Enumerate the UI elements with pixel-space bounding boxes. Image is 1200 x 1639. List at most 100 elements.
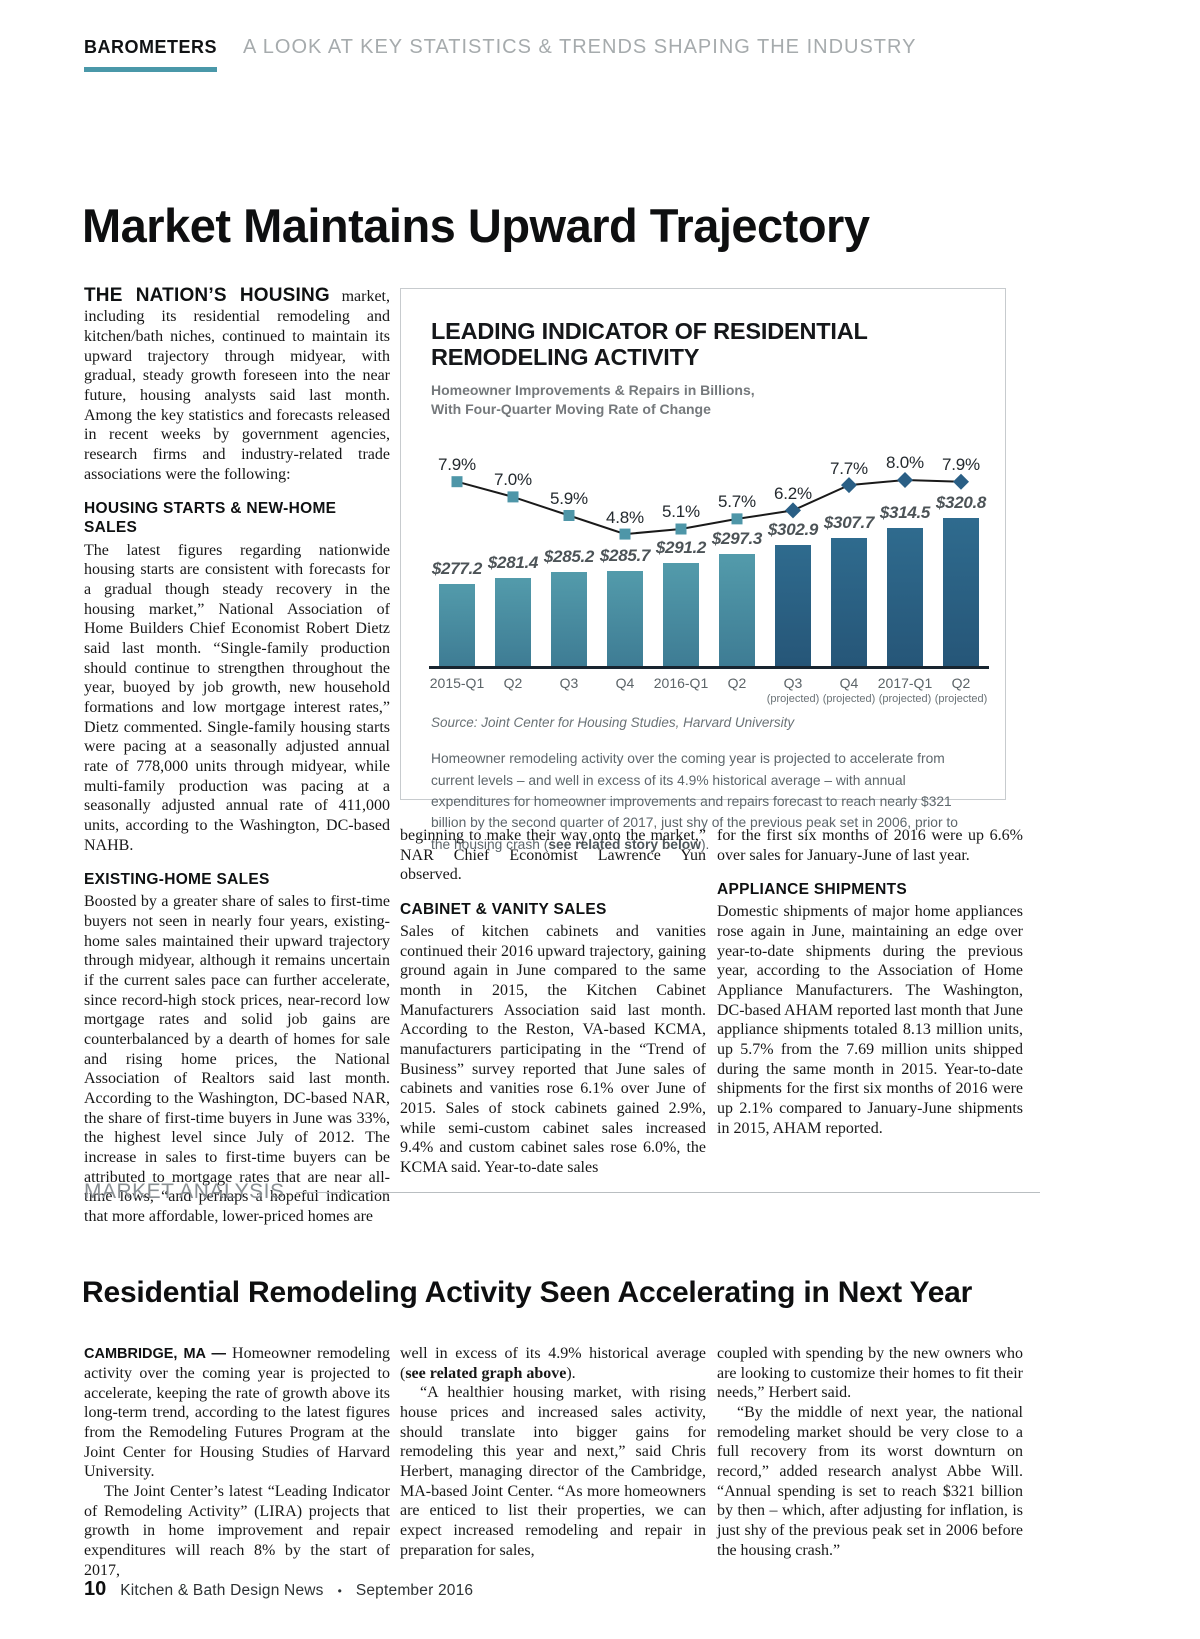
bar-value-label: $314.5	[879, 502, 931, 522]
chart-panel: LEADING INDICATOR OF RESIDENTIAL REMODEL…	[400, 288, 1006, 852]
publication-name: Kitchen & Bath Design News	[120, 1582, 324, 1599]
column-left: THE NATION’S HOUSING market, including i…	[84, 284, 390, 1227]
square-marker	[563, 510, 575, 522]
column-right: for the first six months of 2016 were up…	[717, 826, 1023, 1138]
bar-value-label: $302.9	[767, 520, 819, 540]
bar-2016-Q1	[663, 563, 699, 667]
chart-subtitle-line1: Homeowner Improvements & Repairs in Bill…	[431, 381, 755, 398]
bar-value-label: $307.7	[823, 513, 875, 533]
intro-text: market, including its residential remode…	[84, 288, 390, 483]
rate-label: 7.9%	[438, 455, 476, 475]
analysis-p4: “A healthier housing market, with rising…	[400, 1384, 706, 1559]
bar-value-label: $320.8	[935, 493, 987, 513]
square-marker	[507, 491, 519, 503]
bar-Q4	[607, 571, 643, 667]
rate-line	[456, 479, 962, 536]
analysis-p3: well in excess of its 4.9% historical av…	[400, 1344, 706, 1383]
analysis-p2: The Joint Center’s latest “Leading Indic…	[84, 1482, 390, 1579]
issue-date: September 2016	[355, 1582, 474, 1599]
square-marker	[731, 513, 743, 525]
column-middle: beginning to make their way onto the mar…	[400, 826, 706, 1178]
bar-value-label: $281.4	[487, 552, 539, 572]
chart-subtitle: Homeowner Improvements & Repairs in Bill…	[431, 381, 1005, 419]
x-axis-label-Q3: Q3 (projected)	[766, 675, 820, 705]
chart-title: LEADING INDICATOR OF RESIDENTIAL REMODEL…	[431, 318, 868, 370]
square-marker	[451, 476, 463, 488]
x-axis-label-Q2: Q2	[727, 675, 747, 692]
ytd-continuation-paragraph: for the first six months of 2016 were up…	[717, 827, 1023, 864]
chart-source: Source: Joint Center for Housing Studies…	[431, 715, 795, 731]
rate-line-svg	[451, 472, 969, 541]
bar-Q2	[943, 518, 979, 667]
x-axis-label-Q4: Q4	[615, 675, 635, 692]
page-footer: 10 Kitchen & Bath Design News • Septembe…	[84, 1578, 473, 1601]
appliance-paragraph: Domestic shipments of major home applian…	[717, 903, 1023, 1137]
market-analysis-header: MARKET ANALYSIS	[84, 1180, 1040, 1204]
square-marker	[619, 529, 631, 541]
chart-caption-bold: see related story below	[548, 836, 701, 852]
chart-subtitle-line2: With Four-Quarter Moving Rate of Change	[431, 400, 711, 417]
section-kicker: BAROMETERS	[84, 37, 218, 72]
page-header: BAROMETERS A LOOK AT KEY STATISTICS & TR…	[84, 36, 916, 72]
analysis-p1: CAMBRIDGE, MA — Homeowner remodeling act…	[84, 1344, 390, 1482]
footer-bullet: •	[337, 1584, 342, 1598]
horizontal-rule	[296, 1191, 1040, 1193]
bar-value-label: $277.2	[431, 559, 483, 579]
x-axis-label-2015-Q1: 2015-Q1	[429, 675, 485, 692]
section-tagline: A LOOK AT KEY STATISTICS & TRENDS SHAPIN…	[243, 36, 917, 58]
x-axis-labels: 2015-Q1 Q2 Q3 Q4 2016-Q1 Q2 Q3 (projected) Q4 (pr…	[429, 675, 989, 705]
bar-Q3	[551, 572, 587, 667]
analysis-headline: Residential Remodeling Activity Seen Acc…	[82, 1276, 973, 1309]
dateline: CAMBRIDGE, MA —	[84, 1346, 227, 1362]
analysis-p6: “By the middle of next year, the nationa…	[717, 1404, 1023, 1559]
x-axis-label-Q2: Q2 (projected)	[934, 675, 988, 705]
rate-label: 6.2%	[774, 483, 812, 503]
bar-value-label: $291.2	[655, 538, 707, 558]
cabinet-paragraph: Sales of kitchen cabinets and vanities c…	[400, 923, 706, 1177]
intro-leadin: THE NATION’S HOUSING	[84, 285, 330, 306]
bar-2017-Q1	[887, 527, 923, 667]
diamond-marker	[897, 472, 913, 489]
x-axis-label-Q2: Q2	[503, 675, 523, 692]
page-number: 10	[84, 1578, 107, 1600]
chart-caption-text: Homeowner remodeling activity over the c…	[431, 751, 958, 852]
bar-Q4	[831, 538, 867, 667]
housing-starts-heading: HOUSING STARTS & NEW-HOME SALES	[84, 500, 337, 537]
bar-Q2	[495, 577, 531, 667]
rate-label: 7.7%	[830, 458, 868, 478]
bar-value-label: $297.3	[711, 528, 763, 548]
analysis-column-3: coupled with spending by the new owners …	[717, 1344, 1023, 1560]
x-axis-label-Q3: Q3	[559, 675, 579, 692]
nar-continuation-paragraph: beginning to make their way onto the mar…	[400, 827, 706, 884]
x-axis-label-Q4: Q4 (projected)	[822, 675, 876, 705]
diamond-marker	[785, 502, 801, 519]
intro-paragraph: THE NATION’S HOUSING market, including i…	[84, 284, 390, 484]
rate-label: 5.9%	[550, 488, 588, 508]
article-headline: Market Maintains Upward Trajectory	[82, 199, 870, 252]
rate-label: 5.7%	[718, 492, 756, 512]
market-analysis-label: MARKET ANALYSIS	[84, 1180, 285, 1203]
housing-starts-paragraph: The latest figures regarding nationwide …	[84, 541, 390, 854]
diamond-marker	[953, 474, 969, 491]
appliance-heading: APPLIANCE SHIPMENTS	[717, 881, 907, 899]
cabinet-heading: CABINET & VANITY SALES	[400, 901, 607, 919]
analysis-column-2: well in excess of its 4.9% historical av…	[400, 1344, 706, 1560]
rate-label: 4.8%	[606, 507, 644, 527]
bar-Q3	[775, 545, 811, 667]
bar-value-label: $285.7	[599, 546, 651, 566]
analysis-p5: coupled with spending by the new owners …	[717, 1345, 1023, 1402]
bar-Q2	[719, 553, 755, 667]
x-axis-label-2016-Q1: 2016-Q1	[653, 675, 709, 692]
rate-label: 5.1%	[662, 502, 700, 522]
existing-home-paragraph: Boosted by a greater share of sales to f…	[84, 893, 390, 1226]
analysis-p3-text: well in excess of its 4.9% historical av…	[400, 1345, 706, 1382]
bar-line-chart: $277.2 7.9% $281.4 7.0% $285.2 5.9% $285.7 4.8%…	[429, 442, 989, 670]
analysis-p3-end: ).	[566, 1364, 576, 1382]
analysis-column-1: CAMBRIDGE, MA — Homeowner remodeling act…	[84, 1344, 390, 1580]
rate-label: 7.9%	[942, 455, 980, 475]
x-axis-label-2017-Q1: 2017-Q1 (projected)	[877, 675, 933, 705]
bar-2015-Q1	[439, 584, 475, 667]
chart-caption-end: ).	[700, 836, 710, 852]
bar-value-label: $285.2	[543, 547, 595, 567]
